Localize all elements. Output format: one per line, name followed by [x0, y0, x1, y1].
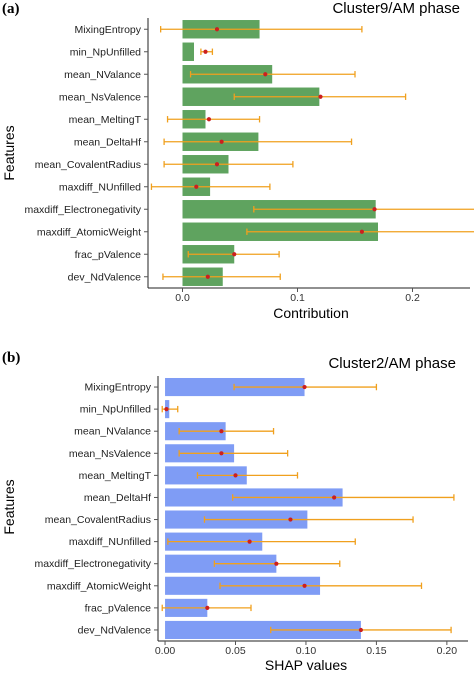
- panel-a-category-label: mean_DeltaHf: [74, 136, 141, 148]
- panel-b-x-tick-label: 0.05: [225, 645, 246, 657]
- panel-b-mean-point: [274, 561, 279, 566]
- panel-b-x-tick-label: 0.10: [296, 645, 317, 657]
- panel-b-mean-point: [302, 384, 307, 390]
- panel-a-title: Cluster9/AM phase: [332, 0, 460, 17]
- panel-a-mean-point: [203, 49, 208, 54]
- panel-b-category-label: frac_pValence: [85, 602, 152, 614]
- panel-b-mean-point: [358, 627, 364, 633]
- panel-b-mean-point: [219, 451, 224, 456]
- panel-a-category-label: frac_pValence: [75, 249, 142, 261]
- panel-a-mean-point: [372, 207, 377, 212]
- panel-a-bar: [182, 42, 194, 61]
- panel-a-mean-point: [206, 117, 212, 122]
- panel-b-mean-point: [247, 539, 252, 544]
- panel-b: (b) Cluster2/AM phase Features SHAP valu…: [1, 350, 468, 673]
- panel-b-y-axis-title: Features: [1, 479, 17, 534]
- panel-a-x-axis-title: Contribution: [273, 305, 349, 321]
- panel-b-mean-point: [205, 605, 210, 610]
- panel-a-mean-point: [359, 229, 364, 234]
- panel-b-title: Cluster2/AM phase: [328, 355, 456, 372]
- panel-a-y-axis-title: Features: [1, 125, 17, 180]
- panel-a-letter: (a): [2, 1, 20, 17]
- panel-b-category-label: maxdiff_AtomicWeight: [47, 580, 151, 592]
- panel-a-mean-point: [214, 27, 220, 32]
- panel-a-category-label: mean_NValance: [64, 69, 141, 81]
- panel-a-mean-point: [318, 94, 323, 99]
- panel-b-x-axis-title: SHAP values: [265, 657, 347, 673]
- panel-a-category-label: MixingEntropy: [74, 24, 141, 36]
- panel-a: (a) Cluster9/AM phase Features Contribut…: [1, 0, 474, 321]
- panel-b-mean-point: [233, 473, 238, 478]
- panel-a-category-label: maxdiff_Electronegativity: [24, 204, 141, 216]
- panel-a-x-tick-label: 0.1: [290, 292, 305, 304]
- panel-a-mean-point: [205, 274, 210, 279]
- panel-b-x-tick-label: 0.15: [366, 645, 387, 657]
- panel-b-category-label: mean_MeltingT: [79, 470, 152, 482]
- panel-a-category-label: min_NpUnfilled: [70, 46, 141, 58]
- panel-b-mean-point: [332, 495, 337, 500]
- panel-a-category-label: maxdiff_NUnfilled: [59, 181, 141, 193]
- panel-b-x-tick-label: 0.00: [155, 645, 176, 657]
- panel-b-category-label: min_NpUnfilled: [80, 404, 151, 416]
- panel-a-category-label: maxdiff_AtomicWeight: [37, 226, 141, 238]
- panel-b-category-label: MixingEntropy: [84, 382, 151, 394]
- panel-b-category-label: maxdiff_Electronegativity: [34, 558, 151, 570]
- panel-a-x-tick-label: 0.2: [405, 292, 420, 304]
- panel-b-mean-point: [219, 429, 224, 434]
- panel-b-mean-point: [288, 517, 293, 522]
- panel-b-x-tick-label: 0.20: [437, 645, 458, 657]
- panel-a-mean-point: [232, 252, 237, 257]
- panel-b-plot: 0.00 0.05 0.10 0.15 0.20 MixingEntropy min_NpU…: [34, 376, 468, 657]
- panel-b-bar: [165, 620, 361, 640]
- panel-a-category-label: mean_MeltingT: [69, 114, 142, 126]
- panel-b-category-label: maxdiff_NUnfilled: [69, 536, 151, 548]
- panel-a-mean-point: [194, 184, 199, 189]
- panel-b-mean-point: [302, 583, 307, 588]
- panel-a-mean-point: [214, 162, 220, 167]
- panel-a-category-label: mean_CovalentRadius: [35, 159, 141, 171]
- panel-a-mean-point: [263, 72, 268, 77]
- panel-a-category-label: mean_NsValence: [59, 91, 141, 103]
- panel-b-mean-point: [164, 407, 169, 412]
- panel-b-category-label: dev_NdValence: [78, 624, 152, 636]
- panel-b-category-label: mean_CovalentRadius: [45, 514, 151, 526]
- panel-b-category-label: mean_NsValence: [69, 448, 151, 460]
- panel-a-category-label: dev_NdValence: [68, 271, 142, 283]
- panel-b-letter: (b): [2, 350, 20, 366]
- panel-a-x-tick-label: 0.0: [175, 292, 190, 304]
- panel-a-plot: 0.0 0.1 0.2 MixingEntropy min_NpUnfilledmean…: [24, 18, 474, 304]
- panel-b-category-label: mean_NValance: [74, 426, 151, 438]
- panel-a-mean-point: [219, 139, 224, 144]
- panel-b-category-label: mean_DeltaHf: [84, 492, 151, 504]
